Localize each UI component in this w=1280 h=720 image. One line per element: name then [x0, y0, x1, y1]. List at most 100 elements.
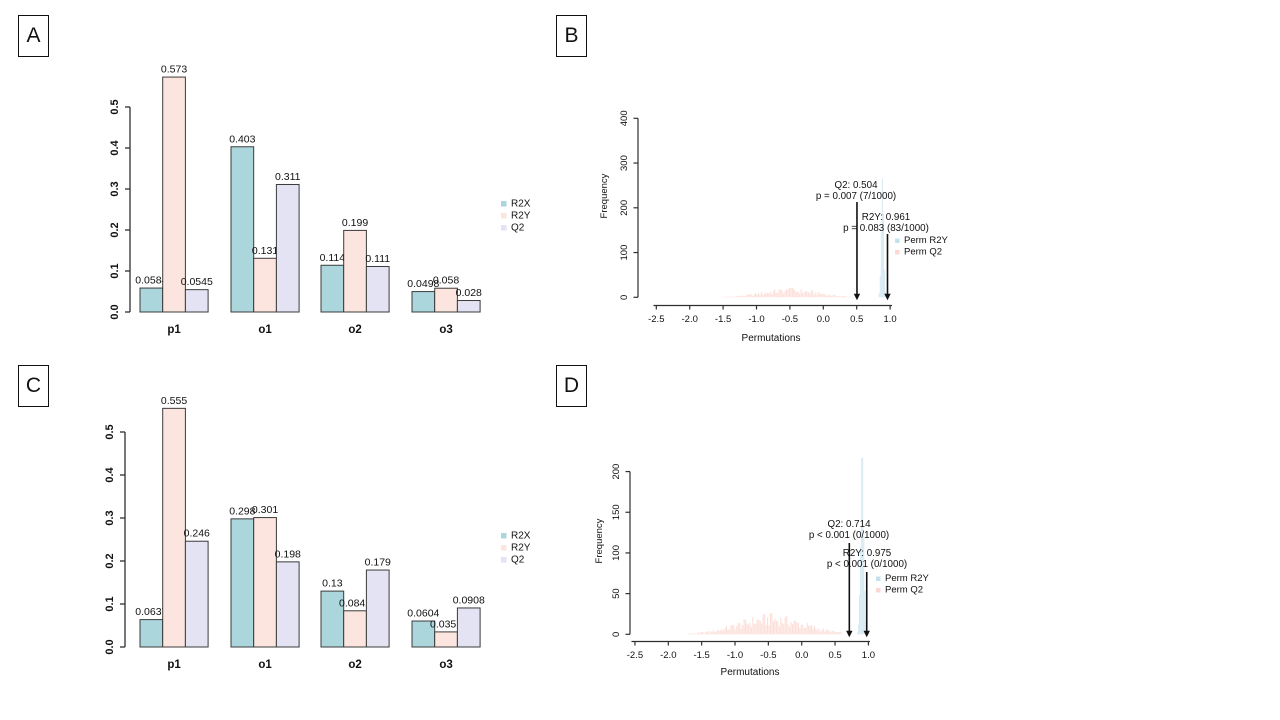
hist-bin: [736, 626, 738, 635]
hist-bin: [755, 623, 757, 635]
hist-bin: [797, 291, 799, 298]
y-axis: 0.0 0.1 0.2 0.3 0.4 0.5: [104, 424, 126, 655]
hist-bin: [762, 614, 764, 635]
legend-swatch-Perm-R2Y: [895, 238, 900, 243]
hist-bin: [699, 632, 701, 635]
bar-value-label: 0.179: [365, 557, 391, 569]
hist-bin: [696, 633, 698, 635]
panel-B: 0 100 200 300 400 Frequency -2.5 -2.0 -1.5 -1.0 -0…: [599, 110, 948, 344]
bar-Q2-o1: [275, 183, 300, 313]
hist-bin: [791, 623, 794, 635]
hist-bin: [750, 627, 752, 635]
hist-bin: [717, 630, 719, 635]
hist-bin: [705, 631, 707, 635]
hist-bin: [721, 629, 723, 635]
bar-value-label: 0.199: [342, 217, 368, 229]
hist-bin: [841, 296, 843, 298]
hist-bin: [755, 293, 757, 298]
hist-bin: [821, 294, 823, 298]
legend-label: R2Y: [511, 543, 531, 554]
hist-bin: [765, 292, 767, 298]
bar-R2X-p1: [139, 287, 164, 313]
hist-bin: [764, 614, 766, 635]
bar-Q2-p1: [184, 289, 209, 313]
hist-bin: [796, 292, 798, 298]
hist-bin: [859, 595, 860, 635]
hist-bin: [864, 591, 866, 635]
y-axis: 0.0 0.1 0.2 0.3 0.4 0.5: [109, 99, 131, 320]
hist-bin: [775, 620, 777, 635]
hist-bin: [720, 630, 722, 635]
bar-R2Y-o1: [253, 517, 277, 648]
hist-bin: [746, 623, 748, 635]
hist-bin: [828, 630, 830, 635]
category-label: o1: [258, 324, 272, 336]
y-tick-label: 0.1: [109, 263, 121, 278]
x-tick-label: 0.5: [828, 650, 841, 661]
hist-bin: [849, 296, 851, 298]
y-tick-label: 400: [619, 110, 630, 126]
hist-bin: [740, 295, 742, 298]
bar-value-label: 0.0908: [453, 594, 485, 606]
hist-bin: [737, 296, 739, 298]
y-tick-label: 0: [619, 295, 630, 300]
hist-bin: [730, 625, 732, 635]
hist-bin: [810, 290, 812, 298]
bar-value-label: 0.114: [320, 252, 346, 264]
x-tick-label: -1.5: [715, 314, 731, 325]
hist-bin: [804, 291, 807, 298]
hist-bin: [794, 620, 797, 635]
hist-bin: [789, 626, 791, 635]
hist-bin: [863, 536, 865, 635]
hist-bin: [714, 631, 716, 635]
panel-label-d: D: [556, 365, 587, 407]
bar-Q2-o2: [365, 265, 390, 313]
bar-value-label: 0.058: [433, 275, 459, 287]
y-tick-label: 0.2: [109, 222, 121, 237]
hist-bin: [760, 291, 763, 298]
hist-bin: [837, 632, 839, 635]
hist-bin: [712, 629, 714, 635]
y-tick-label: 300: [619, 155, 630, 171]
hist-bin: [728, 296, 730, 298]
bar-value-label: 0.301: [252, 504, 278, 516]
hist-bin: [822, 628, 824, 635]
hist-bin: [879, 275, 881, 298]
hist-bin: [812, 628, 814, 635]
annotation-line1: Q2: 0.714: [827, 519, 871, 530]
bar-value-label: 0.0842: [339, 597, 371, 609]
hist-bin: [722, 631, 725, 635]
hist-bin: [752, 295, 754, 298]
hist-bin: [797, 622, 799, 635]
hist-bin: [693, 633, 695, 635]
hist-bin: [883, 213, 884, 298]
category-label: p1: [167, 659, 181, 671]
hist-bin: [758, 619, 760, 635]
y-axis-title: Frequency: [599, 173, 610, 218]
bar-R2Y-o1: [253, 257, 277, 313]
hist-bin: [805, 627, 807, 635]
hist-bin: [813, 626, 816, 635]
hist-bin: [783, 624, 785, 635]
hist-bin: [818, 628, 820, 635]
hist-bin: [732, 296, 735, 298]
hist-bin: [771, 294, 773, 298]
hist-bin: [802, 292, 804, 298]
hist-bin: [840, 296, 842, 298]
y-tick-label: 0.5: [104, 424, 116, 439]
hist-bin: [840, 631, 842, 635]
annotation-line2: p < 0.001 (0/1000): [827, 559, 907, 570]
hist-bin: [793, 288, 795, 298]
bar-Q2-o2: [365, 569, 390, 648]
legend-label: Q2: [511, 555, 525, 566]
hist-bin: [830, 632, 832, 635]
hist-bin: [809, 625, 811, 635]
y-tick-label: 200: [611, 464, 622, 480]
hist-bin: [749, 294, 751, 298]
arrowhead-icon: [853, 293, 861, 301]
hist-bin: [742, 625, 744, 635]
hist-bin: [730, 296, 732, 298]
x-tick-label: -1.0: [727, 650, 743, 661]
